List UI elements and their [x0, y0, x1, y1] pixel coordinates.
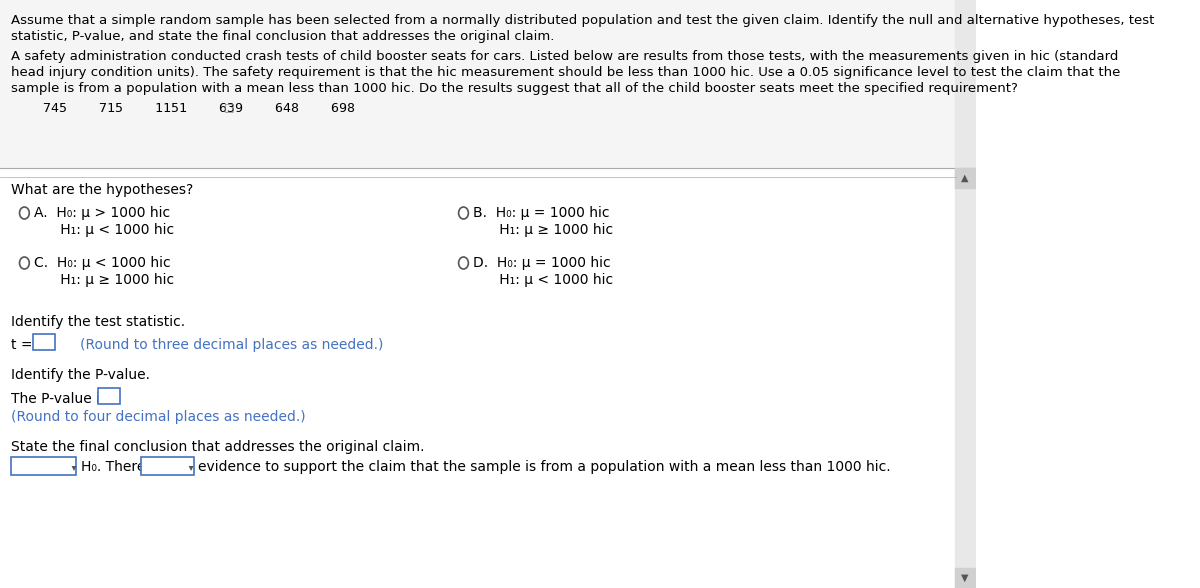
Text: C.  H₀: μ < 1000 hic: C. H₀: μ < 1000 hic — [34, 256, 170, 270]
Text: D.  H₀: μ = 1000 hic: D. H₀: μ = 1000 hic — [473, 256, 611, 270]
Text: 745    715    1151    639    648    698: 745 715 1151 639 648 698 — [11, 102, 355, 115]
Text: (Round to four decimal places as needed.): (Round to four decimal places as needed.… — [11, 410, 306, 424]
Text: sample is from a population with a mean less than 1000 hic. Do the results sugge: sample is from a population with a mean … — [11, 82, 1019, 95]
Text: Identify the P-value.: Identify the P-value. — [11, 368, 150, 382]
Text: ▼: ▼ — [961, 573, 968, 583]
FancyBboxPatch shape — [11, 457, 77, 475]
FancyBboxPatch shape — [140, 457, 193, 475]
Text: H₁: μ ≥ 1000 hic: H₁: μ ≥ 1000 hic — [473, 223, 613, 237]
FancyBboxPatch shape — [97, 388, 120, 404]
Text: Assume that a simple random sample has been selected from a normally distributed: Assume that a simple random sample has b… — [11, 14, 1154, 27]
Text: B.  H₀: μ = 1000 hic: B. H₀: μ = 1000 hic — [473, 206, 610, 220]
Text: Identify the test statistic.: Identify the test statistic. — [11, 315, 186, 329]
Text: head injury condition units). The safety requirement is that the hic measurement: head injury condition units). The safety… — [11, 66, 1121, 79]
Bar — [0, 0, 976, 168]
Text: A safety administration conducted crash tests of child booster seats for cars. L: A safety administration conducted crash … — [11, 50, 1118, 63]
Text: ▲: ▲ — [961, 173, 968, 183]
Polygon shape — [188, 466, 193, 471]
Text: t =: t = — [11, 338, 37, 352]
Text: H₀. There is: H₀. There is — [82, 460, 161, 474]
Text: H₁: μ < 1000 hic: H₁: μ < 1000 hic — [34, 223, 174, 237]
Text: The P-value is: The P-value is — [11, 392, 112, 406]
FancyBboxPatch shape — [32, 334, 55, 350]
Polygon shape — [72, 466, 77, 471]
Text: What are the hypotheses?: What are the hypotheses? — [11, 183, 193, 197]
Text: H₁: μ ≥ 1000 hic: H₁: μ ≥ 1000 hic — [34, 273, 174, 287]
Text: statistic, P-value, and state the final conclusion that addresses the original c: statistic, P-value, and state the final … — [11, 30, 554, 43]
Text: □: □ — [224, 102, 235, 112]
Bar — [955, 0, 976, 588]
Bar — [955, 568, 976, 588]
Bar — [955, 168, 976, 188]
Text: (Round to three decimal places as needed.): (Round to three decimal places as needed… — [79, 338, 383, 352]
Text: evidence to support the claim that the sample is from a population with a mean l: evidence to support the claim that the s… — [198, 460, 892, 474]
Text: State the final conclusion that addresses the original claim.: State the final conclusion that addresse… — [11, 440, 425, 454]
Text: A.  H₀: μ > 1000 hic: A. H₀: μ > 1000 hic — [34, 206, 170, 220]
Bar — [0, 168, 955, 588]
Text: H₁: μ < 1000 hic: H₁: μ < 1000 hic — [473, 273, 613, 287]
